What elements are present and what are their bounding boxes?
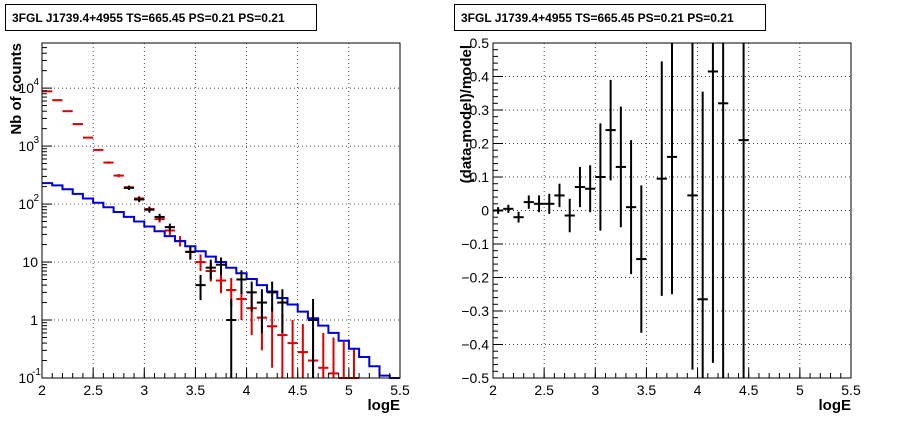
- residual-point: [513, 211, 524, 223]
- total-model-point: [42, 90, 53, 93]
- data-point: [123, 185, 135, 190]
- left-y-tick-label: 10: [18, 196, 34, 212]
- left-y-tick-label: 10: [22, 254, 38, 270]
- left-y-tick-label: 10: [18, 138, 34, 154]
- right-chart-title: 3FGL J1739.4+4955 TS=665.45 PS=0.21 PS=0…: [454, 4, 766, 31]
- left-chart-title: 3FGL J1739.4+4955 TS=665.45 PS=0.21 PS=0…: [5, 4, 317, 31]
- total-model-point: [103, 161, 114, 164]
- residual-point: [595, 123, 606, 231]
- right-x-tick-label: 3: [591, 382, 599, 398]
- right-y-tick-label: −0.2: [461, 270, 489, 286]
- right-y-tick-label: −0.3: [461, 303, 489, 319]
- total-model-point: [62, 110, 73, 113]
- residual-point: [636, 185, 647, 333]
- total-model-point: [328, 337, 339, 378]
- data-point: [144, 207, 155, 213]
- right-y-tick-label: 0.2: [470, 136, 490, 152]
- total-model-point: [93, 148, 104, 151]
- left-x-tick-label: 5.5: [390, 382, 410, 398]
- data-point: [267, 281, 278, 312]
- right-y-axis-title: (data-model)/model: [458, 45, 475, 183]
- residual-point: [718, 43, 729, 378]
- right-x-tick-label: 3.5: [637, 382, 657, 398]
- right-y-tick-label: 0: [481, 203, 489, 219]
- residual-point: [656, 61, 667, 296]
- right-y-tick-label: 0.5: [470, 35, 490, 51]
- total-model-point: [72, 123, 83, 126]
- total-model-point: [297, 324, 308, 378]
- residual-point: [533, 195, 545, 213]
- total-model-point: [318, 332, 329, 378]
- left-y-tick-exponent: 2: [33, 193, 39, 204]
- left-x-axis-title: logE: [368, 397, 401, 414]
- data-point: [246, 281, 257, 312]
- residual-point: [585, 165, 596, 213]
- total-model-point: [267, 306, 278, 368]
- data-point: [134, 197, 145, 203]
- left-x-tick-label: 4: [243, 382, 251, 398]
- residual-point: [523, 195, 534, 209]
- residual-point: [615, 106, 626, 228]
- right-y-tick-label: 0.4: [470, 69, 490, 85]
- residual-point: [666, 43, 678, 295]
- total-model-point: [287, 320, 298, 378]
- data-point: [185, 245, 196, 260]
- right-y-tick-label: −0.5: [461, 370, 489, 386]
- residual-point: [605, 79, 616, 181]
- right-y-tick-label: −0.4: [461, 337, 489, 353]
- residual-point: [544, 193, 555, 214]
- total-model-point: [348, 347, 360, 379]
- total-model-point: [195, 254, 206, 272]
- total-model-point: [338, 341, 349, 379]
- residual-point: [625, 140, 637, 275]
- data-point: [154, 213, 165, 221]
- left-x-tick-label: 3.5: [186, 382, 206, 398]
- right-x-tick-label: 2: [489, 382, 497, 398]
- right-y-tick-label: 0.3: [470, 102, 490, 118]
- right-x-tick-label: 4.5: [739, 382, 759, 398]
- left-y-tick-exponent: 3: [33, 135, 39, 146]
- data-point: [256, 289, 268, 333]
- left-y-axis-title: Nb of counts: [8, 43, 25, 135]
- left-y-tick-label: 1: [30, 312, 38, 328]
- left-y-tick-label: 10: [18, 370, 34, 386]
- right-y-tick-label: 0.1: [470, 169, 490, 185]
- left-x-tick-label: 5: [345, 382, 353, 398]
- total-model-point: [52, 99, 63, 102]
- right-x-tick-label: 5.5: [841, 382, 861, 398]
- data-point: [195, 274, 206, 301]
- left-x-tick-label: 4.5: [288, 382, 308, 398]
- right-y-tick-label: −0.1: [461, 236, 489, 252]
- residual-point: [554, 183, 565, 208]
- right-x-tick-label: 2.5: [534, 382, 554, 398]
- left-x-tick-label: 2: [38, 382, 46, 398]
- data-point: [226, 299, 237, 378]
- residual-point: [687, 43, 698, 370]
- data-point: [215, 257, 227, 275]
- data-point: [205, 259, 216, 280]
- right-x-axis-title: logE: [819, 397, 852, 414]
- residual-point: [738, 43, 749, 378]
- total-model-point: [113, 174, 124, 178]
- left-x-tick-label: 3: [140, 382, 148, 398]
- residual-point: [707, 43, 719, 363]
- right-x-tick-label: 4: [694, 382, 702, 398]
- data-point: [277, 289, 288, 333]
- residual-point: [564, 198, 575, 233]
- data-point: [307, 299, 319, 378]
- data-point: [236, 270, 247, 295]
- data-point: [164, 223, 175, 232]
- left-x-tick-label: 2.5: [83, 382, 103, 398]
- total-model-point: [82, 136, 94, 139]
- left-y-tick-label: 10: [18, 80, 34, 96]
- left-y-tick-exponent: -1: [32, 367, 41, 378]
- residual-point: [503, 204, 514, 213]
- right-x-tick-label: 5: [796, 382, 804, 398]
- left-y-tick-exponent: 4: [33, 77, 39, 88]
- residual-point: [574, 166, 586, 208]
- left-plot-frame: [41, 42, 401, 379]
- residual-point: [697, 91, 708, 378]
